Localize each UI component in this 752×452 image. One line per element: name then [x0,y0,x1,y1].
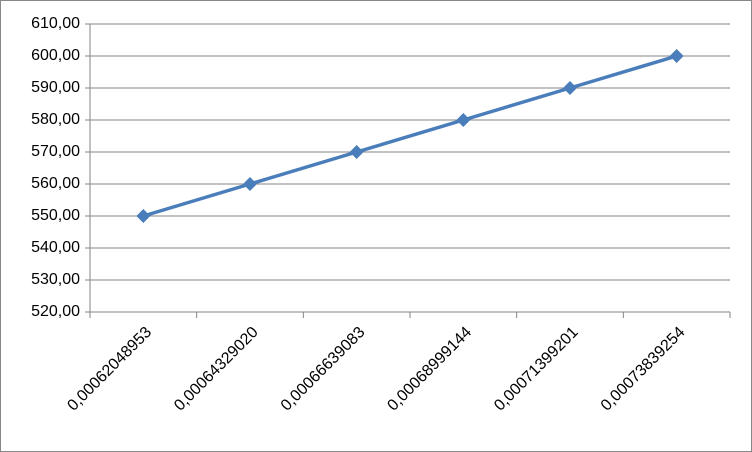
y-tick-label: 540,00 [31,239,80,256]
marker [243,177,257,191]
y-tick-label: 590,00 [31,79,80,96]
marker [456,113,471,127]
y-tick-label: 600,00 [31,47,80,64]
line [142,54,678,218]
y-tick-label: 580,00 [31,111,80,128]
marker [669,49,684,63]
y-tick-label: 560,00 [31,175,80,192]
y-tick-label: 610,00 [31,15,80,32]
y-tick-label: 530,00 [31,271,80,288]
y-tick-label: 570,00 [31,143,80,160]
marker [136,209,151,223]
y-tick-label: 550,00 [31,207,80,224]
marker [349,145,364,159]
y-tick-label: 520,00 [31,303,80,320]
marker [563,81,577,95]
